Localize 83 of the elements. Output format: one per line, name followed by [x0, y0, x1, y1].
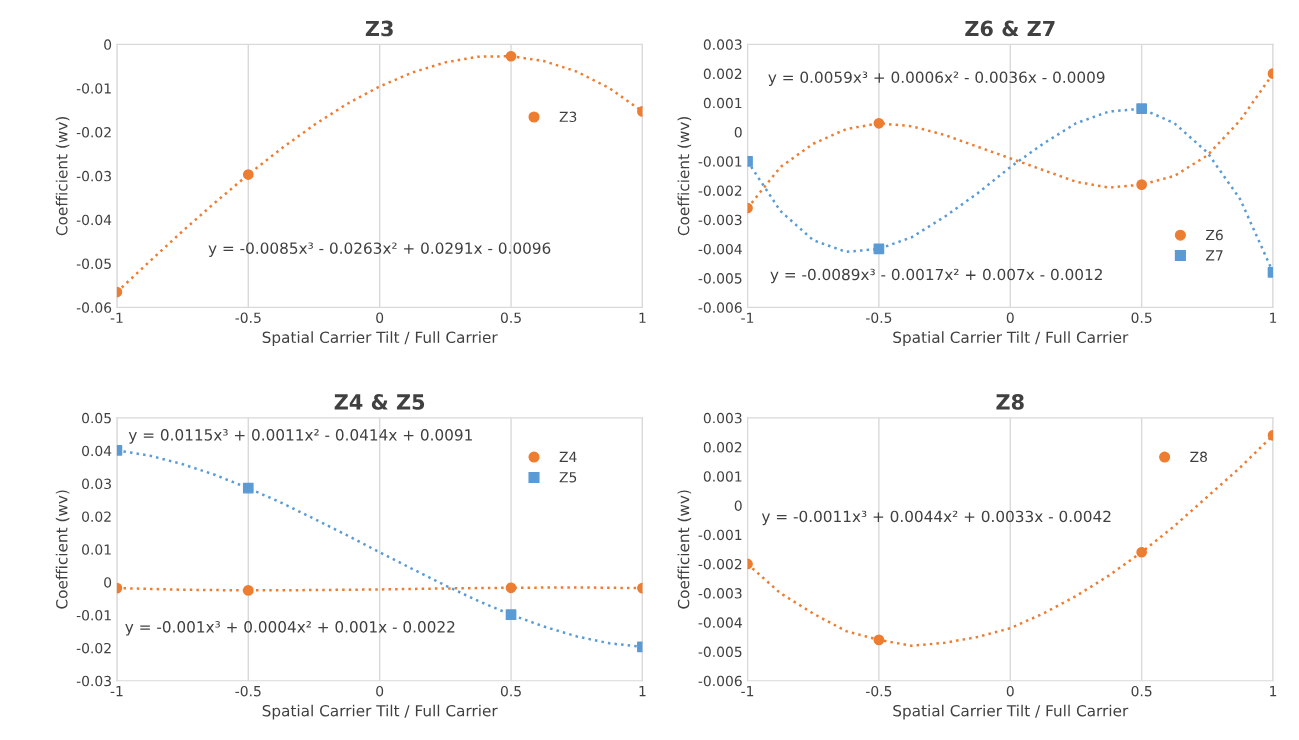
y-tick-label: 0 — [734, 500, 742, 511]
y-tick-label: -0.002 — [698, 558, 742, 570]
legend-label: Z4 — [559, 451, 577, 462]
y-tick-label: 0.002 — [703, 442, 742, 453]
y-tick-label: 0 — [104, 39, 112, 50]
x-tick-label: 0 — [376, 685, 384, 697]
y-tick-label: 0.02 — [82, 511, 111, 522]
y-tick-label: 0.001 — [703, 97, 742, 109]
point — [1136, 103, 1147, 115]
annotation: y = -0.0089x³ - 0.0017x² + 0.007x - 0.0012 — [770, 268, 1102, 284]
y-tick-label: -0.003 — [698, 588, 742, 599]
x-tick-label: -0.5 — [235, 312, 261, 323]
x-tick-label: -1 — [741, 686, 754, 697]
annotation: y = -0.001x³ + 0.0004x² + 0.001x - 0.0022 — [125, 621, 455, 636]
y-axis-title: Coefficient (wv) — [55, 116, 70, 236]
y-tick-label: 0 — [104, 577, 112, 588]
y-tick-label: -0.04 — [76, 214, 112, 226]
y-tick-label: -0.001 — [698, 529, 742, 541]
y-tick-label: 0.03 — [82, 478, 111, 490]
x-tick-label: -1 — [110, 312, 123, 323]
y-tick-label: -0.004 — [698, 617, 742, 628]
x-tick-label: 0.5 — [500, 685, 521, 697]
chart-title: Z8 — [996, 394, 1024, 410]
x-tick-label: -0.5 — [866, 685, 892, 697]
x-tick-label: 1 — [639, 686, 646, 697]
chart-title: Z3 — [365, 20, 393, 37]
x-tick-label: 0.5 — [1131, 685, 1152, 697]
legend-label: Z5 — [559, 472, 577, 483]
x-tick-label: 0.5 — [1131, 312, 1152, 323]
annotation: y = 0.0115x³ + 0.0011x² - 0.0414x + 0.0091 — [128, 429, 472, 444]
y-tick-label: -0.01 — [76, 610, 111, 621]
x-tick-label: -1 — [110, 686, 123, 697]
annotation: y = 0.0059x³ + 0.0006x² - 0.0036x - 0.0009 — [768, 71, 1105, 86]
x-axis-title: Spatial Carrier Tilt / Full Carrier — [893, 704, 1129, 720]
y-tick-label: -0.004 — [698, 243, 742, 255]
legend-label: Z7 — [1206, 250, 1223, 261]
y-tick-label: 0.003 — [703, 412, 742, 424]
y-tick-label: 0.04 — [82, 445, 112, 457]
x-tick-label: 0 — [376, 312, 384, 323]
annotation: y = -0.0085x³ - 0.0263x² + 0.0291x - 0.0096 — [208, 242, 551, 257]
y-tick-label: 0.05 — [82, 412, 111, 424]
y-axis-title: Coefficient (wv) — [55, 490, 70, 609]
point — [1136, 179, 1147, 191]
x-tick-label: 0.5 — [500, 312, 521, 323]
chart-title: Z4 & Z5 — [334, 394, 425, 410]
y-tick-label: -0.005 — [698, 273, 742, 284]
y-tick-label: -0.03 — [76, 675, 111, 687]
y-tick-label: 0.003 — [703, 39, 742, 50]
x-axis-title: Spatial Carrier Tilt / Full Carrier — [262, 704, 498, 720]
y-tick-label: -0.002 — [698, 185, 742, 196]
y-tick-label: -0.006 — [698, 675, 742, 687]
x-tick-label: 1 — [639, 312, 646, 323]
x-tick-label: 1 — [1270, 312, 1277, 323]
y-tick-label: -0.001 — [698, 156, 742, 167]
legend-label: Z8 — [1190, 451, 1208, 463]
y-tick-label: -0.006 — [698, 302, 742, 313]
y-tick-label: -0.003 — [698, 214, 742, 226]
y-tick-label: 0.001 — [703, 471, 742, 482]
y-tick-label: -0.06 — [76, 302, 112, 313]
y-tick-label: 0 — [734, 127, 742, 138]
legend-label: Z6 — [1206, 229, 1223, 241]
y-tick-label: -0.05 — [76, 258, 111, 270]
y-tick-label: 0.01 — [82, 544, 111, 555]
x-axis-title: Spatial Carrier Tilt / Full Carrier — [893, 331, 1129, 347]
x-tick-label: -1 — [741, 312, 754, 323]
y-tick-label: -0.01 — [76, 83, 111, 94]
x-tick-label: 1 — [1270, 686, 1277, 697]
x-tick-label: 0 — [1006, 685, 1014, 697]
x-axis-title: Spatial Carrier Tilt / Full Carrier — [262, 331, 498, 347]
y-tick-label: -0.005 — [698, 646, 742, 658]
y-tick-label: -0.02 — [76, 642, 111, 654]
y-tick-label: -0.03 — [76, 170, 111, 182]
y-axis-title: Coefficient (wv) — [677, 490, 692, 609]
y-tick-label: -0.02 — [76, 127, 111, 138]
chart-title: Z6 & Z7 — [965, 20, 1055, 37]
x-tick-label: -0.5 — [866, 312, 892, 323]
annotation: y = -0.0011x³ + 0.0044x² + 0.0033x - 0.0042 — [761, 510, 1111, 526]
point — [1136, 546, 1147, 558]
x-tick-label: 0 — [1006, 312, 1014, 323]
y-tick-label: 0.002 — [703, 68, 742, 80]
x-tick-label: -0.5 — [235, 685, 261, 697]
legend-label: Z3 — [559, 111, 577, 123]
y-axis-title: Coefficient (wv) — [677, 116, 692, 236]
